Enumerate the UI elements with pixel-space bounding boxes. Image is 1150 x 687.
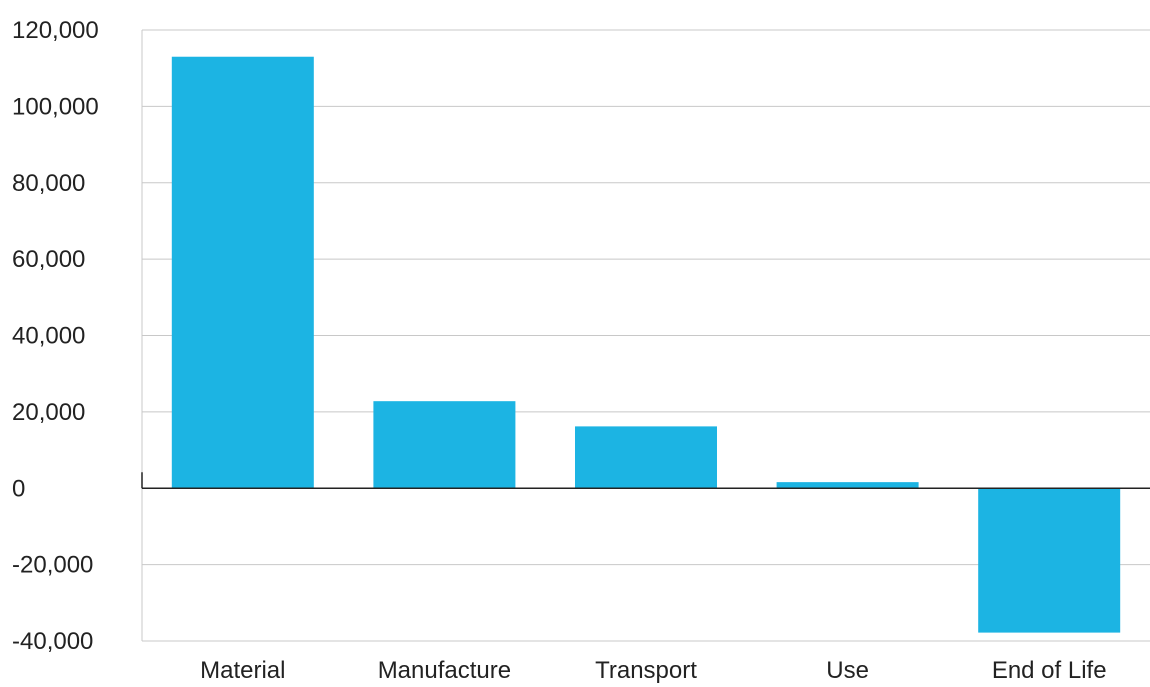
bars (171, 56, 1121, 633)
bar (171, 56, 314, 489)
y-tick-label: 100,000 (12, 93, 99, 120)
bar (776, 482, 919, 489)
y-tick-label: 0 (12, 475, 25, 502)
bar (373, 401, 516, 489)
y-tick-label: 80,000 (12, 170, 85, 197)
x-category-label: Material (200, 657, 285, 684)
x-category-labels: Material Manufacture Transport Use End of Li… (200, 657, 1106, 684)
y-tick-label: -20,000 (12, 552, 93, 579)
bar (575, 426, 717, 489)
y-tick-label: 60,000 (12, 246, 85, 273)
y-tick-label: 20,000 (12, 399, 85, 426)
y-tick-label: 120,000 (12, 17, 99, 44)
x-category-label: End of Life (992, 657, 1107, 684)
y-tick-label: -40,000 (12, 628, 93, 655)
axes (141, 30, 1150, 641)
bar (978, 488, 1121, 633)
x-category-label: Transport (595, 657, 697, 684)
y-tick-label: 40,000 (12, 323, 85, 350)
x-category-label: Use (826, 657, 869, 684)
x-category-label: Manufacture (378, 657, 511, 684)
y-tick-labels: 120,000 100,000 80,000 60,000 40,000 20,000 0 -… (12, 17, 99, 655)
